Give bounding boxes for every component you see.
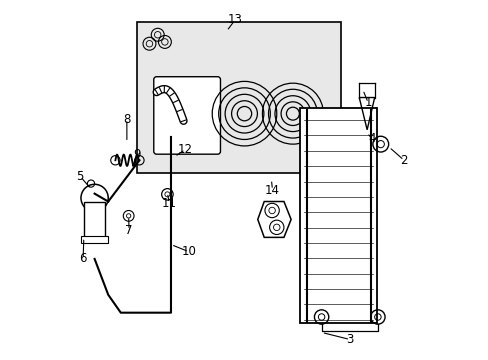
Bar — [300, 108, 376, 323]
Text: 4: 4 — [367, 132, 375, 145]
Text: 3: 3 — [346, 333, 353, 346]
Text: 13: 13 — [227, 13, 243, 26]
Text: 1: 1 — [364, 96, 371, 109]
FancyBboxPatch shape — [153, 77, 220, 154]
Text: 11: 11 — [162, 197, 176, 210]
Text: 10: 10 — [181, 245, 196, 258]
Text: 6: 6 — [79, 252, 87, 265]
Text: 2: 2 — [400, 154, 407, 167]
Text: 9: 9 — [133, 148, 141, 161]
Text: 7: 7 — [125, 224, 133, 237]
Text: 14: 14 — [264, 184, 280, 197]
Bar — [137, 22, 341, 173]
Text: 5: 5 — [77, 170, 84, 183]
Text: 8: 8 — [123, 113, 130, 126]
Bar — [83, 202, 105, 237]
Bar — [81, 236, 108, 243]
Text: 12: 12 — [178, 143, 192, 156]
